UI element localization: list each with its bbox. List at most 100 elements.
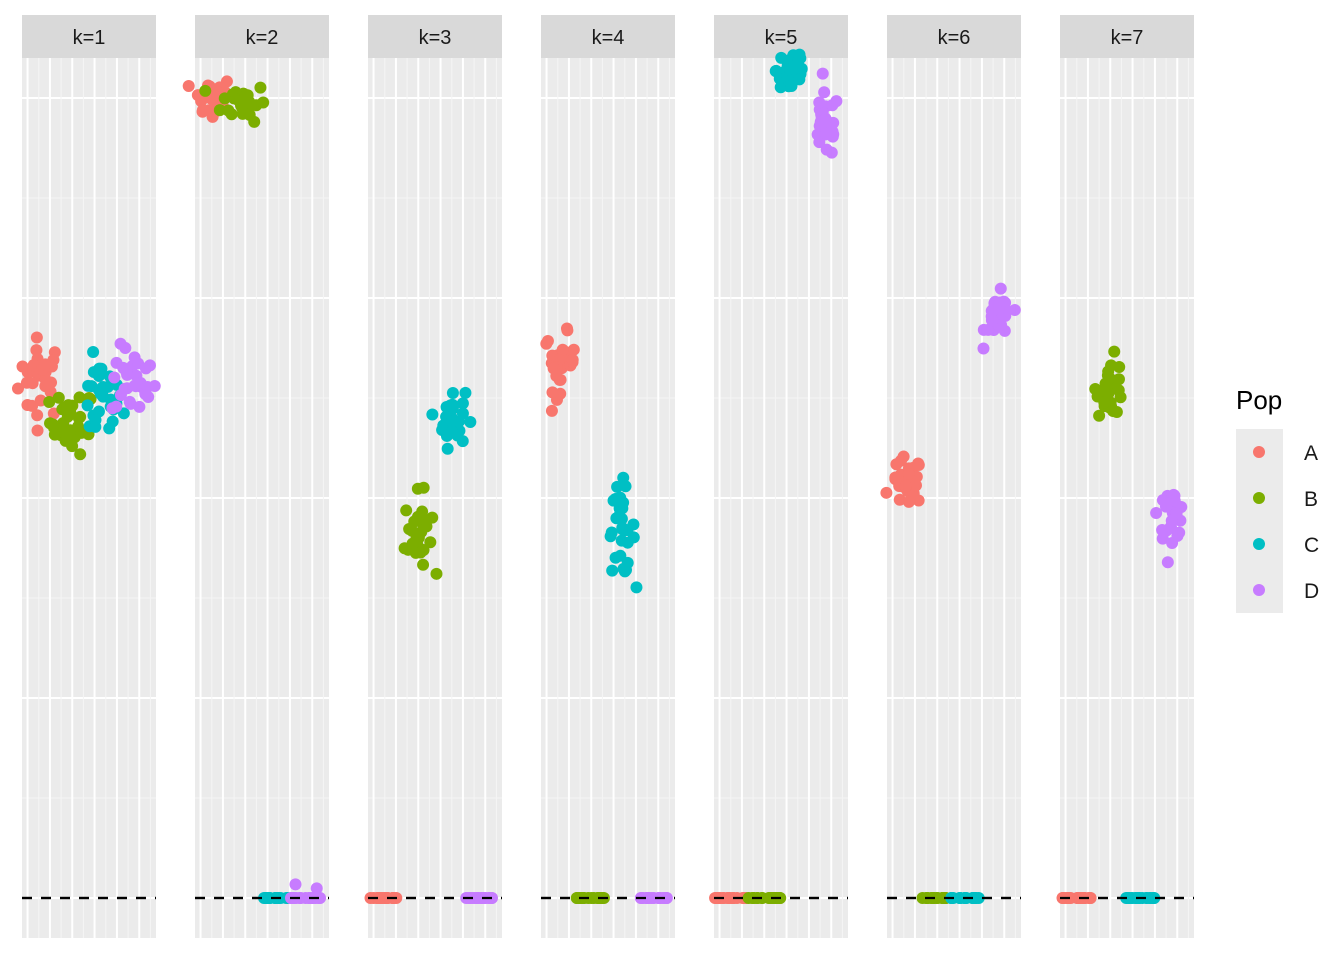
data-point-d bbox=[986, 314, 999, 327]
data-point-d bbox=[659, 892, 672, 904]
data-point-c bbox=[630, 581, 643, 594]
facet-strip bbox=[541, 15, 675, 58]
data-point-c bbox=[441, 442, 454, 455]
data-point-b bbox=[218, 92, 231, 105]
data-point-d bbox=[114, 337, 127, 350]
data-point-a bbox=[182, 80, 195, 93]
data-point-d bbox=[982, 323, 995, 336]
data-point-c bbox=[617, 496, 630, 509]
data-point-b bbox=[430, 567, 443, 580]
data-point-b bbox=[43, 395, 56, 408]
legend-key-b bbox=[1253, 492, 1265, 504]
data-point-d bbox=[110, 356, 123, 369]
data-point-b bbox=[426, 511, 439, 524]
data-point-c bbox=[426, 408, 439, 421]
data-point-c bbox=[618, 565, 631, 578]
data-point-c bbox=[1126, 892, 1139, 904]
data-point-a bbox=[31, 409, 44, 422]
data-point-b bbox=[74, 448, 87, 461]
data-point-c bbox=[607, 494, 620, 507]
facet-strip-label: k=6 bbox=[938, 27, 971, 49]
data-point-d bbox=[142, 391, 155, 404]
data-point-a bbox=[39, 358, 52, 371]
data-point-b bbox=[57, 416, 70, 429]
data-point-a bbox=[902, 495, 915, 508]
data-point-a bbox=[21, 399, 34, 412]
data-point-b bbox=[243, 96, 256, 109]
data-point-c bbox=[97, 380, 110, 393]
data-point-c bbox=[788, 62, 801, 75]
facet-strip bbox=[195, 15, 329, 58]
data-point-b bbox=[47, 418, 60, 431]
data-point-a bbox=[554, 373, 567, 386]
data-point-d bbox=[141, 381, 154, 394]
data-point-b bbox=[1108, 345, 1121, 358]
data-point-d bbox=[1168, 489, 1181, 502]
data-point-d bbox=[1160, 524, 1173, 537]
data-point-c bbox=[621, 536, 634, 549]
data-point-c bbox=[606, 564, 619, 577]
data-point-a bbox=[26, 377, 39, 390]
data-point-b bbox=[73, 391, 86, 404]
data-point-d bbox=[108, 371, 121, 384]
data-point-c bbox=[769, 65, 782, 78]
data-point-a bbox=[1072, 892, 1085, 904]
data-point-c bbox=[609, 551, 622, 564]
data-point-b bbox=[225, 108, 238, 121]
legend-key-d bbox=[1253, 584, 1265, 596]
data-point-a bbox=[547, 362, 560, 375]
data-point-d bbox=[124, 397, 137, 410]
legend-label-d: D bbox=[1304, 580, 1319, 603]
data-point-b bbox=[415, 525, 428, 538]
data-point-c bbox=[93, 362, 106, 375]
facet-strip-label: k=2 bbox=[246, 27, 279, 49]
legend-label-a: A bbox=[1304, 442, 1318, 465]
data-point-d bbox=[645, 892, 658, 904]
data-point-d bbox=[1161, 497, 1174, 510]
facet-strip-label: k=7 bbox=[1111, 27, 1144, 49]
data-point-c bbox=[81, 399, 94, 412]
data-point-b bbox=[66, 440, 79, 453]
legend-label-c: C bbox=[1304, 534, 1319, 557]
data-point-b bbox=[1093, 409, 1106, 422]
data-point-b bbox=[75, 426, 88, 439]
data-point-c bbox=[785, 80, 798, 93]
data-point-a bbox=[909, 479, 922, 492]
data-point-b bbox=[254, 81, 267, 94]
data-point-c bbox=[459, 386, 472, 399]
data-point-b bbox=[400, 504, 413, 517]
data-point-b bbox=[74, 410, 87, 423]
data-point-d bbox=[1161, 556, 1174, 569]
data-point-c bbox=[464, 415, 477, 428]
data-point-a bbox=[540, 337, 553, 350]
data-point-b bbox=[424, 536, 437, 549]
data-point-c bbox=[604, 530, 617, 543]
data-point-d bbox=[977, 342, 990, 355]
legend-key-c bbox=[1253, 538, 1265, 550]
data-point-c bbox=[793, 73, 806, 86]
data-point-a bbox=[545, 404, 558, 417]
legend-label-b: B bbox=[1304, 488, 1318, 511]
data-point-c bbox=[969, 892, 982, 904]
data-point-d bbox=[313, 892, 326, 904]
data-point-b bbox=[1105, 359, 1118, 372]
legend-key-background bbox=[1236, 429, 1283, 613]
data-point-d bbox=[121, 368, 134, 381]
data-point-d bbox=[830, 95, 843, 108]
facet-strip-label: k=5 bbox=[765, 27, 798, 49]
data-point-b bbox=[936, 892, 949, 904]
data-point-a bbox=[196, 105, 209, 118]
data-point-b bbox=[52, 391, 65, 404]
facet-strip bbox=[368, 15, 502, 58]
data-point-a bbox=[30, 331, 43, 344]
data-point-b bbox=[248, 115, 261, 128]
data-point-d bbox=[819, 112, 832, 125]
data-point-b bbox=[58, 401, 71, 414]
data-point-c bbox=[627, 518, 640, 531]
data-point-d bbox=[118, 382, 131, 395]
facet-strip-label: k=4 bbox=[592, 27, 625, 49]
data-point-c bbox=[258, 892, 271, 904]
data-point-a bbox=[912, 459, 925, 472]
